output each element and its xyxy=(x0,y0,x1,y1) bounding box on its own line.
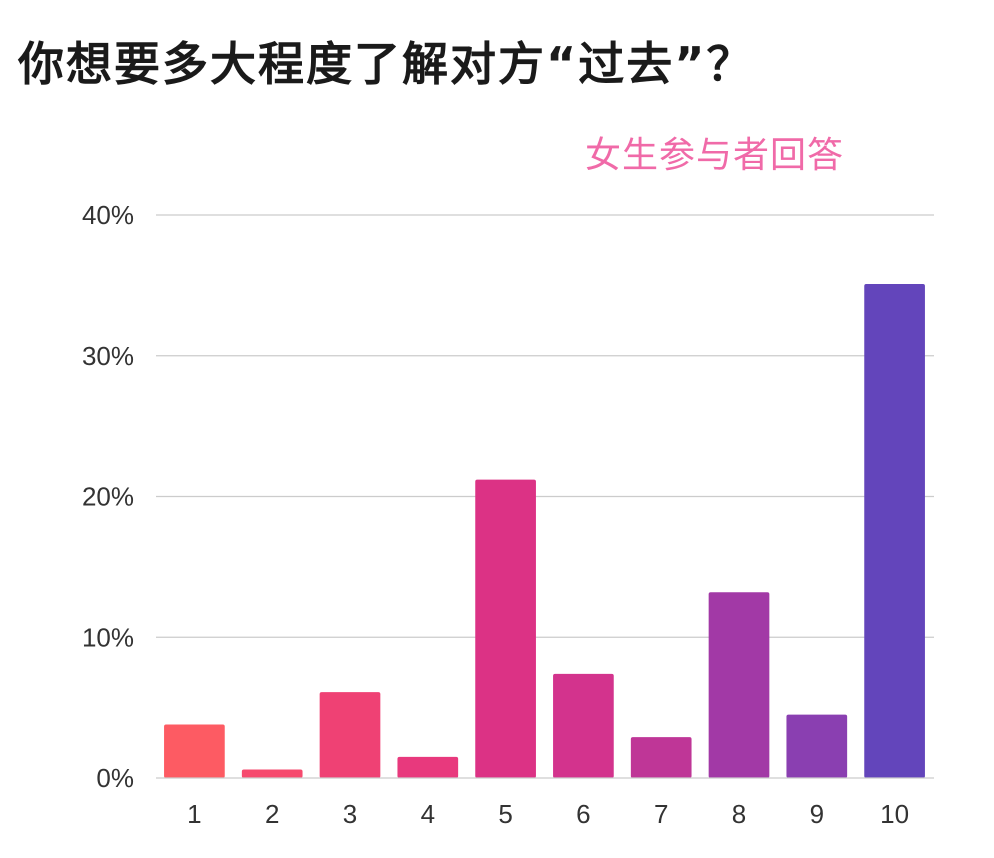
y-tick-label: 20% xyxy=(82,482,134,512)
bar-10 xyxy=(864,283,925,778)
x-tick-label: 4 xyxy=(421,799,435,829)
bar-4 xyxy=(397,756,459,778)
bar-9 xyxy=(786,714,848,778)
bar-6 xyxy=(553,673,614,778)
chart-title: 你想要多大程度了解对方“过去”？ xyxy=(18,37,755,91)
x-tick-label: 7 xyxy=(654,799,668,829)
x-tick-label: 3 xyxy=(343,799,357,829)
x-tick-label: 2 xyxy=(265,799,279,829)
bar-8 xyxy=(708,592,770,778)
bar-5 xyxy=(475,479,536,778)
y-tick-label: 10% xyxy=(82,622,134,652)
y-tick-label: 40% xyxy=(82,200,134,230)
chart-subtitle: 女生参与者回答 xyxy=(585,135,845,176)
y-tick-label: 30% xyxy=(82,341,134,371)
bar-1 xyxy=(164,724,225,778)
x-tick-label: 5 xyxy=(498,799,512,829)
x-tick-label: 10 xyxy=(880,799,909,829)
y-tick-label: 0% xyxy=(96,763,134,793)
bar-3 xyxy=(319,692,381,778)
bar-7 xyxy=(630,737,692,778)
x-tick-label: 8 xyxy=(732,799,746,829)
x-tick-label: 9 xyxy=(810,799,824,829)
bar-2 xyxy=(241,769,303,778)
x-tick-label: 1 xyxy=(187,799,201,829)
x-tick-label: 6 xyxy=(576,799,590,829)
